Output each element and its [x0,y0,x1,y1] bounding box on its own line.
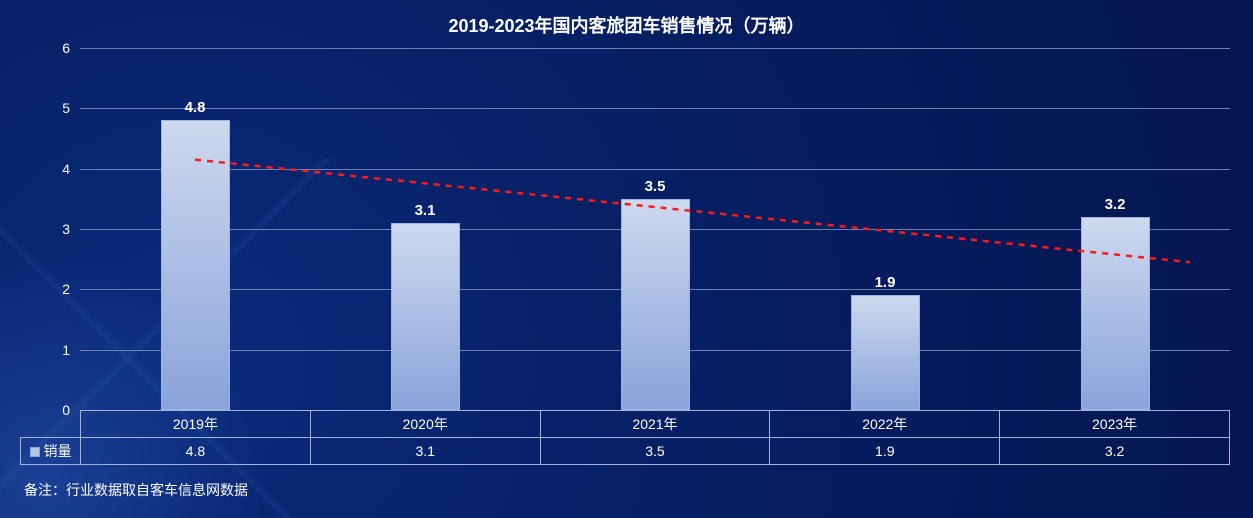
data-table-header-cell: 2023年 [1000,411,1230,438]
legend-swatch [30,447,40,457]
legend-label: 销量 [44,443,72,459]
data-table-value-cell: 3.1 [310,438,540,465]
data-table-value-row: 销量 4.83.13.51.93.2 [21,438,1230,465]
data-table-value-cell: 1.9 [770,438,1000,465]
y-tick-label: 4 [62,161,80,177]
data-table-value-cell: 3.2 [1000,438,1230,465]
data-table-header-cell: 2020年 [310,411,540,438]
y-tick-label: 5 [62,100,80,116]
trendline-line [195,160,1190,263]
data-table-corner-cell [21,411,81,438]
y-tick-label: 3 [62,221,80,237]
chart-root: 2019-2023年国内客旅团车销售情况（万辆） 01234564.83.13.… [0,0,1253,518]
y-tick-label: 6 [62,40,80,56]
data-table-header-row: 2019年2020年2021年2022年2023年 [21,411,1230,438]
data-table-value-cell: 4.8 [81,438,311,465]
y-tick-label: 1 [62,342,80,358]
data-table-value-cell: 3.5 [540,438,770,465]
data-table-header-cell: 2019年 [81,411,311,438]
data-table-header-cell: 2021年 [540,411,770,438]
data-table-header-cell: 2022年 [770,411,1000,438]
footnote-text: 备注：行业数据取自客车信息网数据 [24,480,248,500]
y-tick-label: 2 [62,281,80,297]
trendline [80,48,1230,410]
data-table: 2019年2020年2021年2022年2023年 销量 4.83.13.51.9… [20,410,1230,465]
chart-title: 2019-2023年国内客旅团车销售情况（万辆） [0,12,1253,38]
data-table-row-label: 销量 [21,438,81,465]
plot-area: 01234564.83.13.51.93.2 [80,48,1230,410]
